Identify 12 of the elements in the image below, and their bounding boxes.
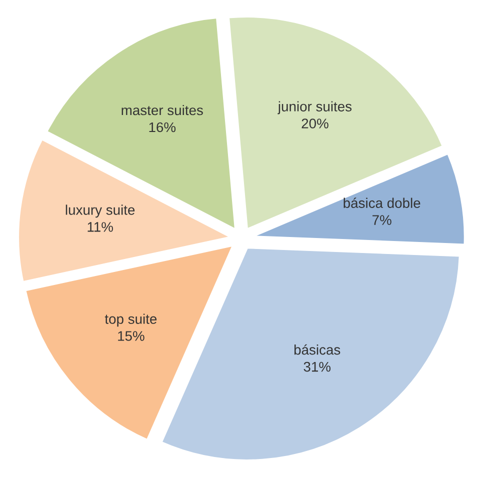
slice-label: junior suites [278,101,352,114]
data-label: 31% [304,362,331,372]
slice-label: luxury suite [66,204,135,218]
slice-label: básica doble [344,198,420,208]
data-label: 7% [372,215,392,225]
slice-label: master suites [122,104,203,116]
data-label: 16% [149,122,176,132]
slice-label: top suite [104,314,157,327]
data-label: 15% [118,331,144,341]
data-label: 20% [302,118,328,128]
slice-label: básicas [294,344,340,355]
data-label: 11% [88,222,113,232]
